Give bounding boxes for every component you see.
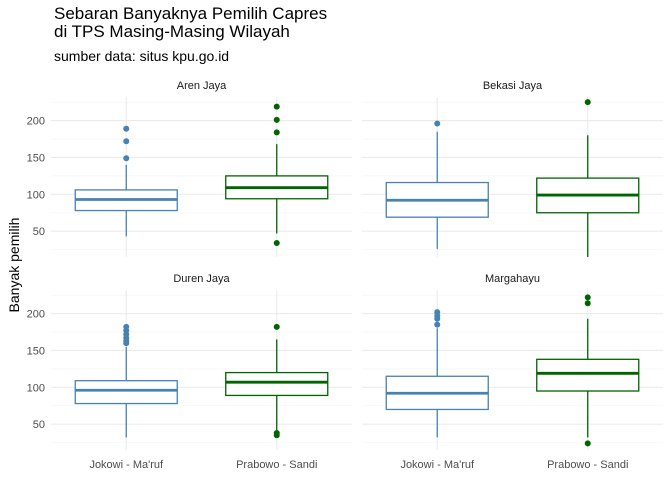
chart-subtitle: sumber data: situs kpu.go.id (54, 48, 230, 64)
outlier-point (584, 300, 591, 307)
outlier-point (273, 323, 280, 330)
outlier-point (434, 321, 441, 328)
x-tick-label: Prabowo - Sandi (236, 459, 317, 471)
y-tick-label: 100 (27, 189, 45, 201)
outlier-point (123, 155, 130, 162)
box-iqr (74, 380, 178, 405)
facet-title-bekasi-jaya: Bekasi Jaya (483, 80, 543, 92)
outlier-point (434, 309, 441, 316)
outlier-point (273, 103, 280, 110)
outlier-point (584, 294, 591, 301)
outlier-point (273, 430, 280, 437)
x-tick-label: Jokowi - Ma'ruf (400, 459, 475, 471)
outlier-point (273, 116, 280, 123)
y-tick-label: 50 (33, 226, 45, 238)
facet-title-margahayu: Margahayu (485, 273, 540, 285)
y-tick-label: 150 (27, 152, 45, 164)
outlier-point (273, 129, 280, 136)
facet-title-aren-jaya: Aren Jaya (177, 80, 227, 92)
box-iqr (225, 371, 329, 397)
outlier-point (434, 120, 441, 127)
outlier-point (584, 440, 591, 447)
chart-title-line-1: Sebaran Banyaknya Pemilih Capres (54, 4, 328, 23)
y-tick-label: 100 (27, 382, 45, 394)
x-tick-label: Prabowo - Sandi (547, 459, 628, 471)
outlier-point (123, 323, 130, 330)
outlier-point (584, 99, 591, 106)
outlier-point (123, 125, 130, 132)
y-tick-label: 50 (33, 419, 45, 431)
chart-title: Sebaran Banyaknya Pemilih Capres di TPS … (54, 5, 327, 41)
x-tick-label: Jokowi - Ma'ruf (89, 459, 164, 471)
y-tick-label: 200 (27, 309, 45, 321)
box-iqr (536, 358, 640, 392)
outlier-point (273, 239, 280, 246)
y-tick-label: 150 (27, 345, 45, 357)
y-tick-label: 200 (27, 116, 45, 128)
facet-title-duren-jaya: Duren Jaya (173, 273, 230, 285)
outlier-point (123, 138, 130, 145)
chart-title-line-2: di TPS Masing-Masing Wilayah (54, 22, 290, 41)
